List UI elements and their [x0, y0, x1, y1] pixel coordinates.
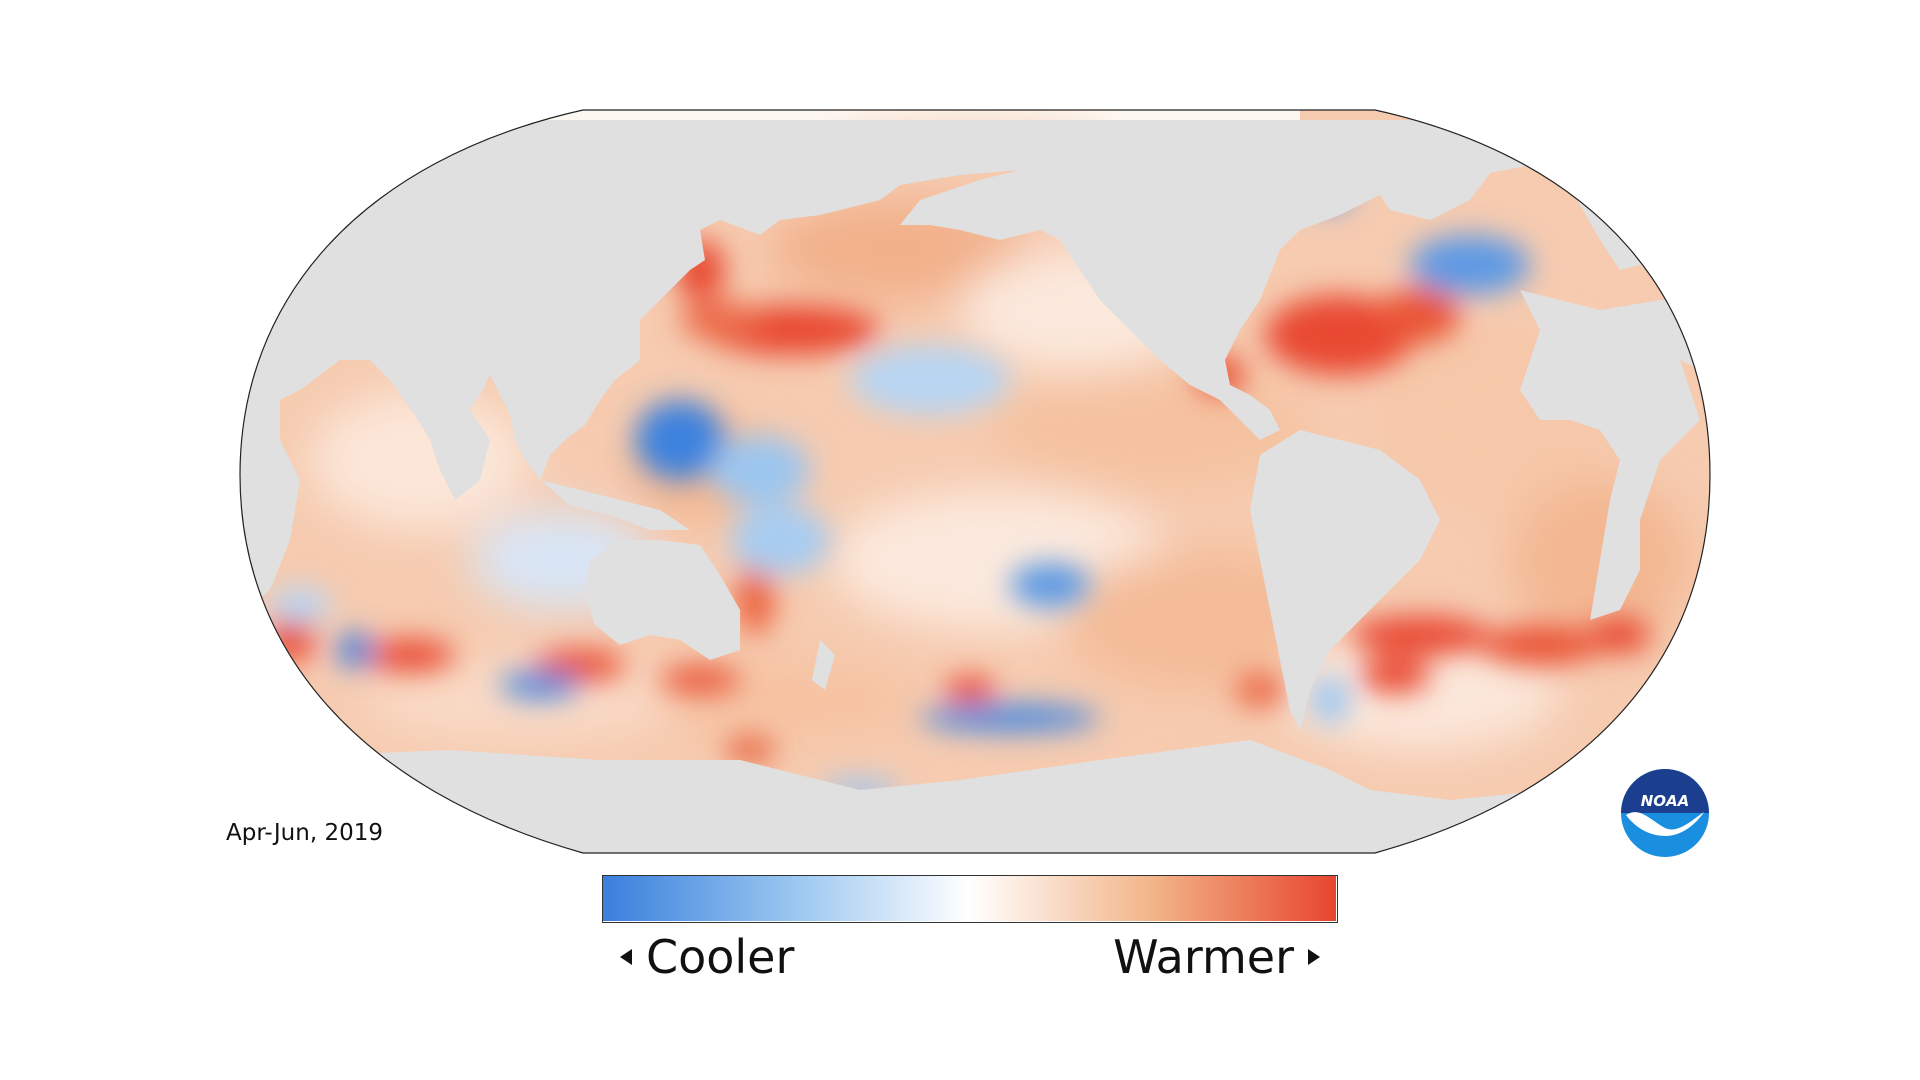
land-australia [585, 540, 740, 660]
land-indonesia [540, 480, 690, 530]
land-masses [240, 120, 1710, 853]
noaa-logo-text: NOAA [1641, 792, 1690, 810]
land-africa-east [1520, 330, 1700, 620]
arrow-right-icon [1308, 949, 1320, 965]
color-scale-gradient [603, 876, 1336, 921]
noaa-logo-icon: NOAA [1621, 769, 1709, 857]
color-scale-bar [602, 875, 1338, 923]
land-new-zealand [812, 640, 835, 690]
land-north-america [900, 120, 1560, 440]
legend-cooler-label: Cooler [646, 930, 795, 984]
land-india [430, 400, 490, 500]
date-label: Apr-Jun, 2019 [226, 820, 383, 846]
land-greenland [1330, 125, 1500, 220]
ocean-strong-anomalies [265, 170, 1650, 802]
legend-warmer: Warmer [1113, 930, 1320, 984]
legend-warmer-label: Warmer [1113, 930, 1294, 984]
legend-cooler: Cooler [620, 930, 794, 984]
land-antarctica [240, 740, 1710, 853]
noaa-logo: NOAA [1620, 768, 1710, 858]
arrow-left-icon [620, 949, 632, 965]
land-europe [1520, 290, 1710, 380]
land-africa-west [240, 380, 300, 610]
land-south-america [1250, 430, 1440, 730]
land-eurasia [240, 120, 1020, 520]
globe-outline [239, 109, 1711, 854]
globe-contents [240, 110, 1710, 853]
